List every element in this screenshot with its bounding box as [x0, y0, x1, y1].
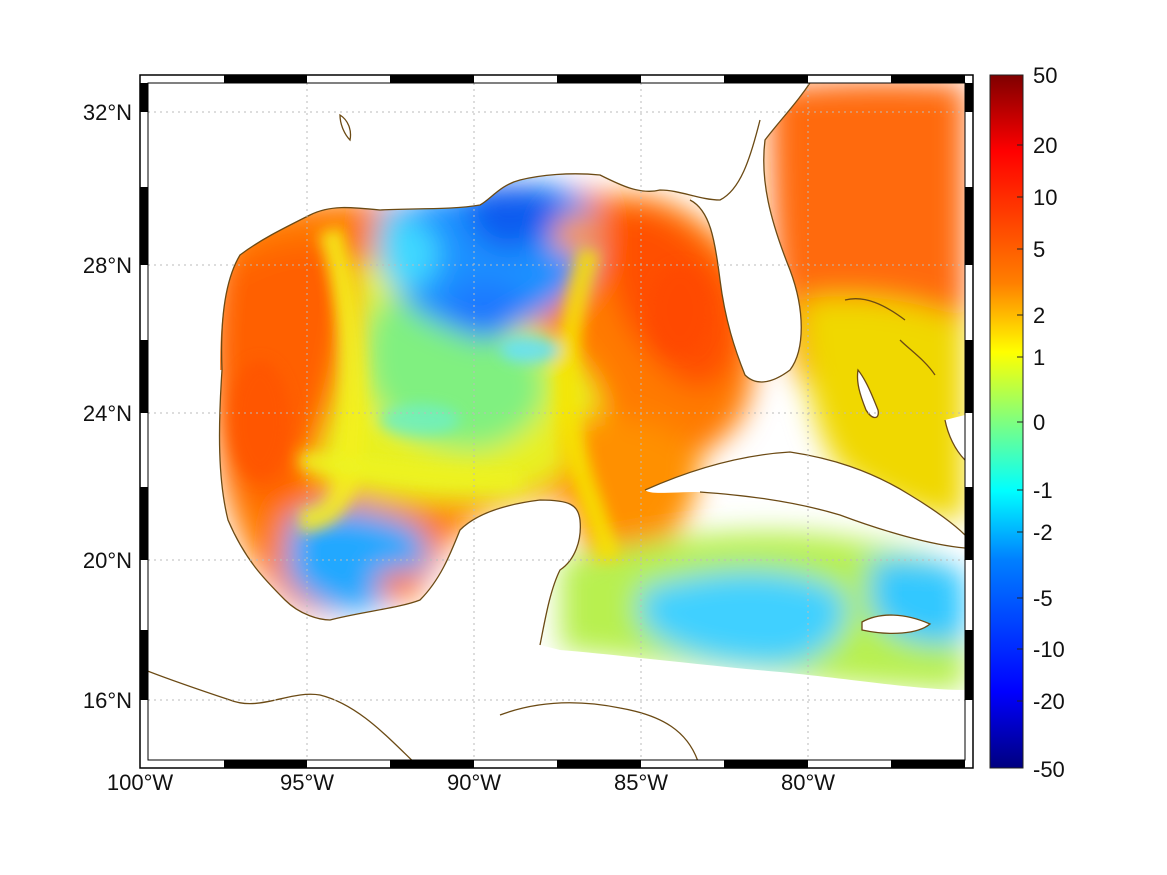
lat-label-16n: 16°N: [83, 688, 132, 713]
map-panel: [139, 74, 974, 769]
field-yellow-band-west: [299, 226, 366, 532]
coastline-us-gulf: [218, 119, 761, 646]
data-field: [148, 83, 965, 760]
frame-left-seg-4: [140, 487, 148, 560]
frame-right-seg-5: [965, 630, 973, 700]
gridlines: [148, 83, 965, 760]
lat-label-20n: 20°N: [83, 548, 132, 573]
lat-labels: 32°N 28°N 24°N 20°N 16°N: [83, 100, 132, 713]
land-hispaniola: [945, 415, 965, 460]
colorbar-label: 0: [1033, 410, 1045, 435]
frame-top-seg-1: [224, 75, 307, 83]
lon-label-100w: 100°W: [107, 770, 174, 795]
lat-label-24n: 24°N: [83, 401, 132, 426]
frame-top-seg-5: [891, 75, 965, 83]
lat-label-32n: 32°N: [83, 100, 132, 125]
frame-right-seg-2: [965, 187, 973, 265]
field-cyan-west: [376, 214, 440, 291]
land-mask: [148, 83, 965, 760]
frame-bottom-seg-1: [224, 760, 307, 768]
frame-top-seg-2: [390, 75, 474, 83]
colorbar-label: 2: [1033, 303, 1045, 328]
frame-bottom-seg-4: [724, 760, 808, 768]
frame-bottom-seg-3: [557, 760, 641, 768]
coastline-central-america: [148, 670, 413, 760]
field-cyan-spot-2: [380, 404, 460, 436]
lon-labels: 100°W 95°W 90°W 85°W 80°W: [107, 770, 835, 795]
frame-right-seg-3: [965, 340, 973, 413]
lon-label-95w: 95°W: [280, 770, 334, 795]
field-deep-blue-27n: [445, 282, 525, 338]
coastline-hispaniola: [944, 419, 965, 461]
field-caribbean-cyan: [640, 571, 847, 665]
frame-left-seg-3: [140, 340, 148, 413]
field-east-deep-red: [650, 265, 710, 355]
coastline-bahamas-north: [844, 298, 936, 376]
field-west-deep-orange: [230, 360, 290, 480]
colorbar-label: -5: [1033, 586, 1053, 611]
field-campeche-orange: [376, 569, 424, 601]
frame-inner: [147, 82, 966, 761]
coastline-jamaica: [861, 614, 932, 634]
frame-left-seg-1: [140, 83, 148, 112]
colorbar-label: -50: [1033, 757, 1065, 782]
colorbar: 50 20 10 5 2 1 0 -1 -2 -5 -10 -20 -50: [989, 63, 1065, 782]
land-mexico-west: [148, 370, 330, 620]
field-detail: [230, 226, 710, 563]
colorbar-label: 1: [1033, 345, 1045, 370]
colorbar-labels: 50 20 10 5 2 1 0 -1 -2 -5 -10 -20 -50: [1033, 63, 1065, 782]
frame-right-seg-1: [965, 83, 973, 112]
lat-label-28n: 28°N: [83, 253, 132, 278]
land-bahamas-andros: [857, 370, 879, 418]
colorbar-label: -20: [1033, 689, 1065, 714]
field-yellow-band-center: [555, 246, 621, 563]
colorbar-label: -10: [1033, 637, 1065, 662]
colorbar-label: -1: [1033, 478, 1053, 503]
field-mid-orange: [553, 215, 597, 255]
colorbar-label: 50: [1033, 63, 1057, 88]
land-jamaica: [862, 615, 930, 634]
colorbar-label: 10: [1033, 185, 1057, 210]
map-frame: [139, 74, 974, 769]
lon-label-90w: 90°W: [447, 770, 501, 795]
frame-left-seg-5: [140, 630, 148, 700]
coastline-andros: [856, 368, 879, 419]
colorbar-label: 5: [1033, 237, 1045, 262]
colorbar-ticks: [1017, 144, 1023, 702]
field-yellow-band-south: [298, 451, 521, 489]
colorbar-label: -2: [1033, 520, 1053, 545]
lon-label-85w: 85°W: [614, 770, 668, 795]
field-cyan-spot-1: [500, 336, 560, 364]
frame-left-seg-2: [140, 187, 148, 265]
coastline-florida: [689, 83, 811, 383]
frame-bottom-seg-2: [390, 760, 474, 768]
coastline-lake-1: [339, 113, 352, 142]
land-florida-peninsula: [690, 83, 810, 382]
colorbar-label: 20: [1033, 133, 1057, 158]
coastline-honduras: [499, 702, 699, 760]
frame-top-seg-3: [557, 75, 641, 83]
land-yucatan: [148, 500, 581, 760]
frame-bottom-seg-5: [891, 760, 965, 768]
land-cuba: [645, 452, 965, 548]
frame-right-seg-4: [965, 487, 973, 560]
lon-label-80w: 80°W: [781, 770, 835, 795]
frame-top-seg-4: [724, 75, 808, 83]
coastline-cuba-south: [699, 491, 965, 549]
coastline-cuba: [644, 451, 965, 536]
land-us-gulf-coast: [148, 83, 760, 370]
frame-outer: [139, 74, 974, 769]
land-central-america: [491, 645, 965, 760]
field-north-darkblue: [468, 184, 561, 250]
coastlines: [148, 83, 965, 760]
